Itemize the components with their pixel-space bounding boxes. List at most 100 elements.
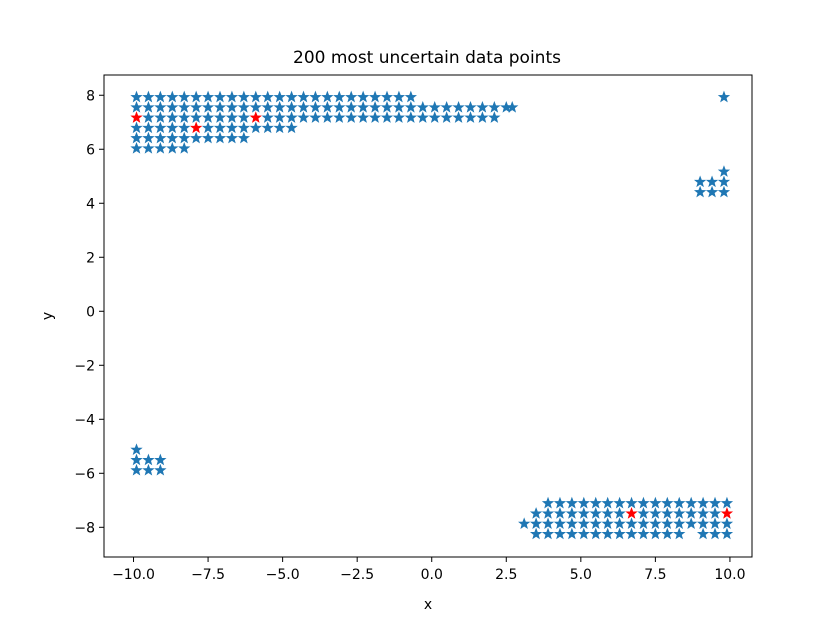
data-point xyxy=(309,90,322,103)
data-point xyxy=(261,100,274,113)
y-tick-label: −4 xyxy=(74,412,95,428)
data-point xyxy=(720,527,734,540)
x-tick-label: 7.5 xyxy=(644,567,666,583)
data-point xyxy=(142,100,155,113)
data-point xyxy=(130,90,143,103)
data-point xyxy=(577,517,590,530)
data-point xyxy=(565,496,579,509)
data-point xyxy=(154,121,167,134)
data-point xyxy=(225,100,239,113)
data-point xyxy=(166,131,179,144)
data-point xyxy=(237,90,250,103)
data-point xyxy=(553,517,567,530)
data-point xyxy=(392,100,406,113)
y-tick-label: 2 xyxy=(86,250,95,266)
data-point xyxy=(625,527,638,540)
data-point xyxy=(553,527,567,540)
series-red-points xyxy=(130,111,734,519)
data-point xyxy=(321,90,334,103)
data-point xyxy=(541,496,555,509)
data-point xyxy=(201,121,215,134)
data-point xyxy=(213,90,227,103)
x-tick-label: 2.5 xyxy=(495,567,517,583)
data-point xyxy=(154,141,167,154)
data-point xyxy=(261,111,274,123)
y-tick-label: 0 xyxy=(86,304,95,320)
data-point xyxy=(464,100,477,113)
data-point xyxy=(201,111,215,123)
data-point xyxy=(178,121,191,134)
data-point xyxy=(661,507,674,519)
data-point xyxy=(178,100,191,113)
data-point xyxy=(321,111,334,123)
data-point xyxy=(154,100,167,113)
data-point xyxy=(428,111,441,123)
x-tick-label: 10.0 xyxy=(714,567,745,583)
data-point xyxy=(464,111,477,123)
data-point xyxy=(577,527,590,540)
data-point xyxy=(225,111,239,123)
data-point xyxy=(333,90,346,103)
data-point xyxy=(166,111,179,123)
data-point xyxy=(625,517,638,530)
data-point xyxy=(237,121,250,134)
data-point xyxy=(708,527,722,540)
data-point xyxy=(297,90,310,103)
data-point xyxy=(345,100,358,113)
data-point xyxy=(285,121,298,134)
data-point xyxy=(565,517,579,530)
data-point xyxy=(637,496,650,509)
data-point xyxy=(213,111,227,123)
x-tick-label: 0.0 xyxy=(421,567,443,583)
data-point xyxy=(673,517,686,530)
y-tick-label: 8 xyxy=(86,88,95,104)
x-tick-label: −10.0 xyxy=(112,567,155,583)
data-point xyxy=(637,527,650,540)
data-points xyxy=(130,90,734,540)
data-point xyxy=(553,496,567,509)
data-point xyxy=(356,111,370,123)
data-point xyxy=(154,131,167,144)
data-point xyxy=(541,517,555,530)
data-point xyxy=(285,90,298,103)
data-point xyxy=(321,100,334,113)
data-point xyxy=(529,517,543,530)
data-point xyxy=(380,111,394,123)
data-point xyxy=(178,141,191,154)
data-point xyxy=(601,517,614,530)
data-point xyxy=(190,111,203,123)
x-tick-label: −7.5 xyxy=(191,567,225,583)
data-point xyxy=(625,507,638,519)
data-point xyxy=(249,121,262,134)
data-point xyxy=(637,507,650,519)
data-point xyxy=(166,90,179,103)
data-point xyxy=(237,111,250,123)
data-point xyxy=(309,100,322,113)
data-point xyxy=(541,527,555,540)
data-point xyxy=(440,111,453,123)
data-point xyxy=(661,527,674,540)
data-point xyxy=(213,131,227,144)
data-point xyxy=(380,90,394,103)
data-point xyxy=(142,90,155,103)
data-point xyxy=(553,507,567,519)
data-point xyxy=(273,90,286,103)
data-point xyxy=(273,100,286,113)
data-point xyxy=(720,496,734,509)
data-point xyxy=(404,90,417,103)
data-point xyxy=(190,90,203,103)
data-point xyxy=(225,90,239,103)
data-point xyxy=(368,100,382,113)
data-point xyxy=(649,507,662,519)
data-point xyxy=(142,121,155,134)
data-point xyxy=(309,111,322,123)
data-point xyxy=(589,517,602,530)
data-point xyxy=(577,507,590,519)
data-point xyxy=(201,100,215,113)
data-point xyxy=(261,90,274,103)
data-point xyxy=(565,527,579,540)
data-point xyxy=(506,100,519,113)
data-point xyxy=(166,100,179,113)
